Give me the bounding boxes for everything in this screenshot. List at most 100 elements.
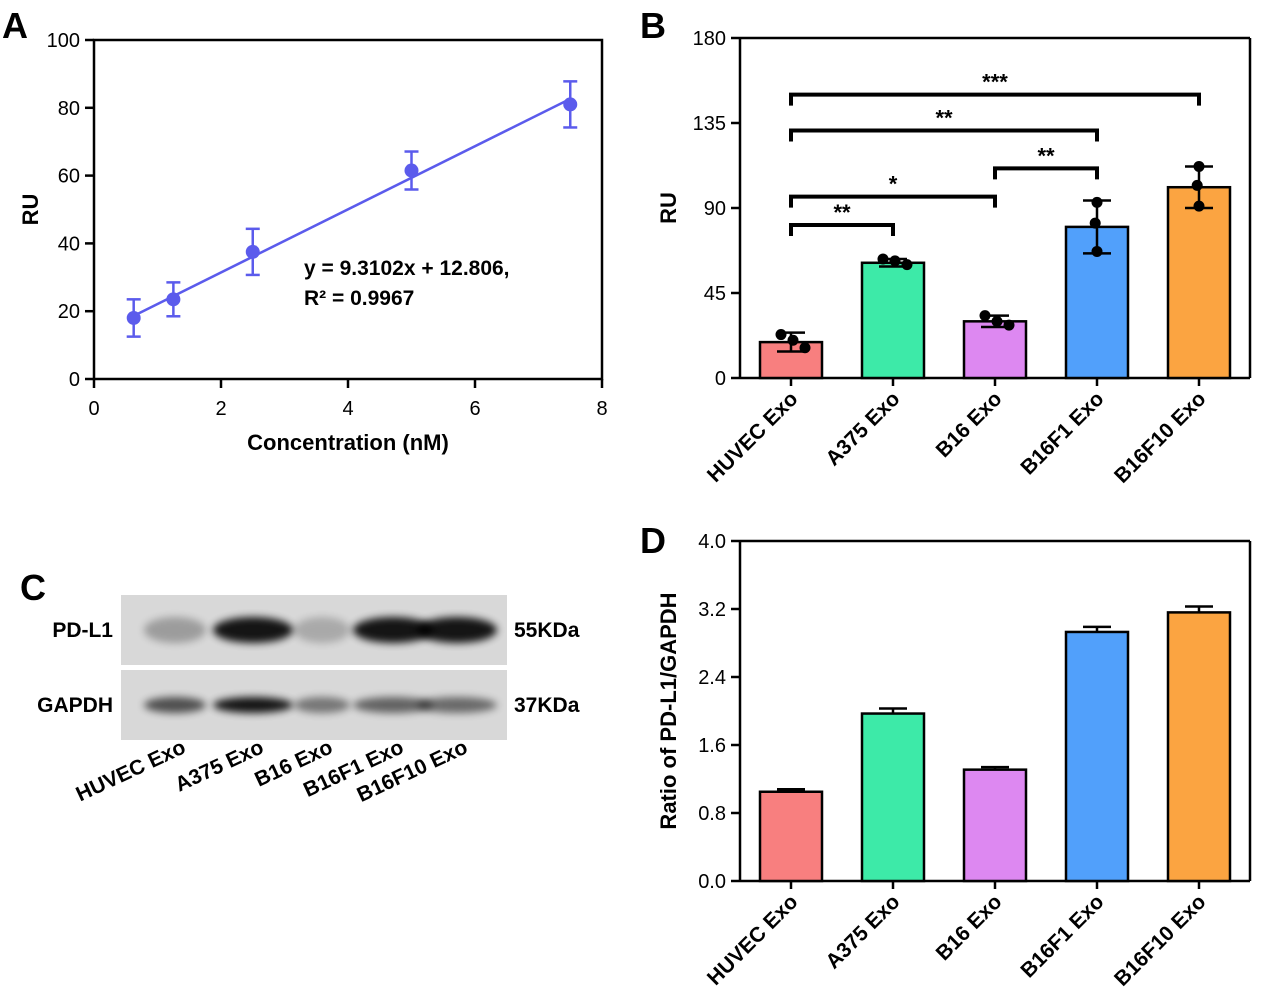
- panel-label-a: A: [2, 5, 28, 46]
- equation-text: y = 9.3102x + 12.806,: [304, 257, 510, 280]
- x-tick-label-b: B16F10 Exo: [1110, 387, 1210, 487]
- replicate-dot-b: [979, 310, 991, 322]
- significance-bracket: [993, 166, 1099, 180]
- significance-bracket: [789, 223, 895, 236]
- replicate-dot-b: [1091, 196, 1103, 208]
- x-tick-label-b: HUVEC Exo: [703, 387, 803, 487]
- data-point-a: [404, 163, 419, 178]
- band-gapdh-b16-exo: [294, 697, 350, 713]
- y-tick-label-d: 0.0: [698, 871, 726, 893]
- replicate-dot-b: [1091, 245, 1103, 257]
- y-axis-label-a: RU: [18, 194, 43, 226]
- bar-b16f10-exo-d: [1166, 611, 1232, 883]
- y-tick-label-a: 20: [58, 301, 80, 323]
- significance-label: *: [889, 172, 898, 197]
- significance-label: **: [935, 106, 953, 131]
- panel-label-c: C: [20, 567, 46, 608]
- replicate-dot-b: [1193, 200, 1205, 212]
- panel-d-bar-chart: 0.0 0.8 1.6 2.4 3.2 4.0 Ratio of PD-L1/GAPDH HU…: [656, 531, 1252, 991]
- x-tick-label-a: 2: [215, 398, 226, 420]
- data-point-a: [245, 244, 260, 259]
- replicate-dot-b: [889, 255, 901, 267]
- fit-line: [133, 97, 571, 317]
- y-tick-label-d: 0.8: [698, 803, 726, 825]
- panel-a-scatter-chart: 0 20 40 60 80 100 0 2 4 6 8 Concentration (nM) RU y =…: [18, 30, 608, 455]
- y-axis-label-b: RU: [656, 192, 681, 224]
- significance-bracket: [789, 92, 1201, 106]
- significance-bracket: [789, 194, 997, 208]
- band-gapdh-a375-exo: [213, 697, 293, 713]
- bar-a375-exo-b: [860, 261, 926, 380]
- y-tick-label-b: 135: [693, 113, 726, 135]
- x-tick-label-d: HUVEC Exo: [703, 890, 803, 990]
- blot-row-label: PD-L1: [52, 619, 113, 642]
- x-tick-label-a: 8: [596, 398, 607, 420]
- y-tick-label-a: 60: [58, 166, 80, 188]
- replicate-dot-b: [787, 334, 799, 346]
- significance-label: **: [833, 200, 851, 225]
- x-tick-label-d: A375 Exo: [821, 890, 904, 973]
- y-tick-label-d: 1.6: [698, 735, 726, 757]
- y-tick-label-b: 45: [704, 283, 726, 305]
- bar-b16f10-exo-b: [1166, 185, 1232, 380]
- bar-a375-exo-d: [860, 712, 926, 883]
- data-point-a: [166, 292, 181, 307]
- band-gapdh-b16f1-exo: [353, 697, 433, 713]
- replicate-dot-b: [775, 329, 787, 341]
- panel-label-d: D: [640, 520, 666, 561]
- x-axis-label-a: Concentration (nM): [247, 430, 449, 455]
- blot-row-label: GAPDH: [37, 694, 113, 717]
- band-pd-l1-b16f10-exo: [417, 617, 497, 643]
- y-tick-label-b: 90: [704, 198, 726, 220]
- y-tick-label-a: 0: [69, 369, 80, 391]
- r-squared-text: R² = 0.9967: [304, 287, 414, 310]
- band-gapdh-huvec-exo: [144, 697, 206, 713]
- band-pd-l1-huvec-exo: [144, 617, 206, 643]
- band-pd-l1-a375-exo: [213, 617, 293, 643]
- band-gapdh-b16f10-exo: [417, 697, 497, 713]
- y-tick-label-d: 3.2: [698, 599, 726, 621]
- blot-size-label: 37KDa: [514, 694, 580, 717]
- bar-b16-exo-b: [962, 320, 1028, 380]
- y-tick-label-a: 40: [58, 233, 80, 255]
- bar-huvec-exo-d: [758, 790, 824, 883]
- replicate-dot-b: [877, 253, 889, 265]
- replicate-dot-b: [991, 315, 1003, 327]
- y-tick-label-b: 0: [715, 368, 726, 390]
- y-axis-label-d: Ratio of PD-L1/GAPDH: [656, 592, 681, 829]
- y-tick-label-d: 4.0: [698, 531, 726, 553]
- replicate-dot-b: [1003, 319, 1015, 331]
- x-tick-label-d: B16 Exo: [932, 890, 1007, 965]
- replicate-dot-b: [1193, 160, 1205, 172]
- blot-lane-label: A375 Exo: [172, 736, 267, 797]
- significance-label: **: [1037, 143, 1055, 168]
- x-tick-label-b: A375 Exo: [821, 387, 904, 470]
- panel-label-b: B: [640, 5, 666, 46]
- replicate-dot-b: [799, 342, 811, 354]
- x-tick-label-b: B16F1 Exo: [1016, 387, 1108, 479]
- replicate-dot-b: [1089, 217, 1101, 229]
- band-pd-l1-b16-exo: [294, 617, 350, 643]
- x-tick-label-d: B16F10 Exo: [1110, 890, 1210, 990]
- data-point-a: [563, 97, 578, 112]
- y-tick-label-a: 80: [58, 98, 80, 120]
- y-tick-label-b: 180: [693, 28, 726, 50]
- x-tick-label-a: 0: [88, 398, 99, 420]
- x-tick-label-d: B16F1 Exo: [1016, 890, 1108, 982]
- x-tick-label-b: B16 Exo: [932, 387, 1007, 462]
- replicate-dot-b: [901, 259, 913, 271]
- bar-b16f1-exo-d: [1064, 630, 1130, 883]
- band-pd-l1-b16f1-exo: [353, 617, 433, 643]
- significance-label: ***: [982, 70, 1008, 95]
- bar-b16-exo-d: [962, 768, 1028, 883]
- y-tick-label-d: 2.4: [698, 667, 726, 689]
- blot-size-label: 55KDa: [514, 619, 580, 642]
- x-tick-label-a: 4: [342, 398, 353, 420]
- significance-bracket: [789, 128, 1099, 142]
- replicate-dot-b: [1191, 179, 1203, 191]
- y-tick-label-a: 100: [47, 30, 80, 52]
- data-point-a: [126, 310, 141, 325]
